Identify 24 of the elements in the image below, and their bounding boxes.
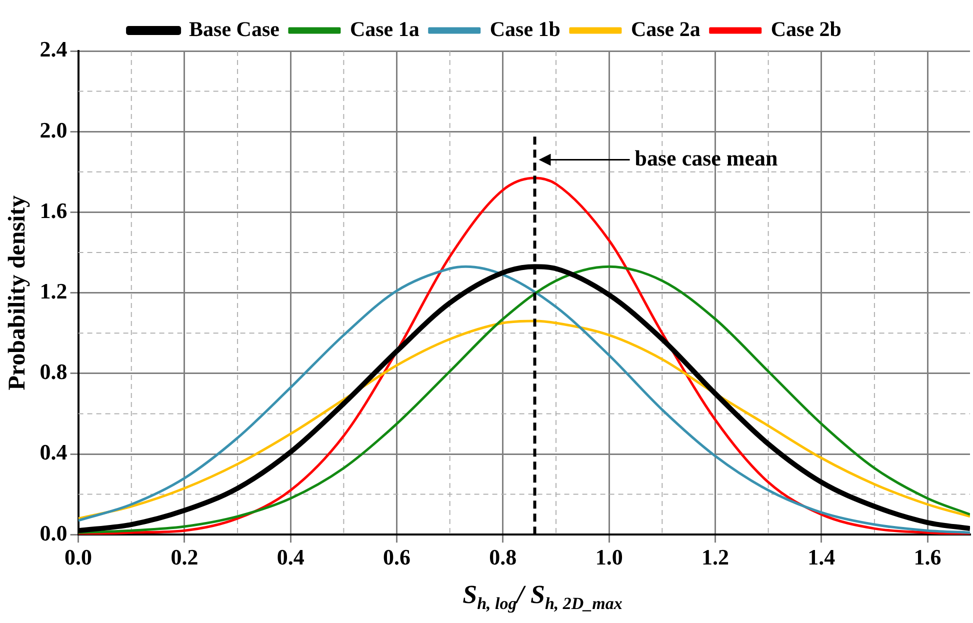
- x-axis-title: S$_{h, log}$/ S$_{h, 2D_max}$: [462, 580, 624, 614]
- ref-line-label: base case mean: [634, 145, 778, 170]
- y-tick-label: 2.0: [40, 117, 68, 142]
- x-tick-label: 0.4: [276, 544, 304, 570]
- legend-label: Base Case: [189, 16, 280, 41]
- x-tick-label: 1.4: [808, 544, 836, 570]
- y-tick-label: 0.4: [40, 440, 68, 465]
- y-tick-label: 1.6: [40, 198, 68, 223]
- x-tick-label: 0.6: [383, 544, 411, 570]
- y-axis-title: Probability density: [4, 195, 31, 390]
- y-tick-label: 0.0: [40, 520, 68, 546]
- x-tick-label: 1.6: [914, 544, 942, 570]
- x-tick-label: 1.2: [701, 544, 729, 570]
- x-tick-label: 0.8: [489, 544, 517, 570]
- legend-label: Case 1a: [350, 16, 420, 41]
- y-tick-label: 2.4: [40, 36, 68, 62]
- x-tick-label: 0.2: [170, 544, 198, 570]
- legend-label: Case 2a: [630, 16, 701, 41]
- y-tick-label: 1.2: [40, 278, 68, 304]
- y-tick-label: 0.8: [40, 359, 68, 384]
- x-tick-label: 0.0: [64, 544, 92, 570]
- legend-label: Case 1b: [490, 16, 560, 41]
- x-tick-label: 1.0: [595, 544, 623, 570]
- legend-label: Case 2b: [770, 16, 842, 41]
